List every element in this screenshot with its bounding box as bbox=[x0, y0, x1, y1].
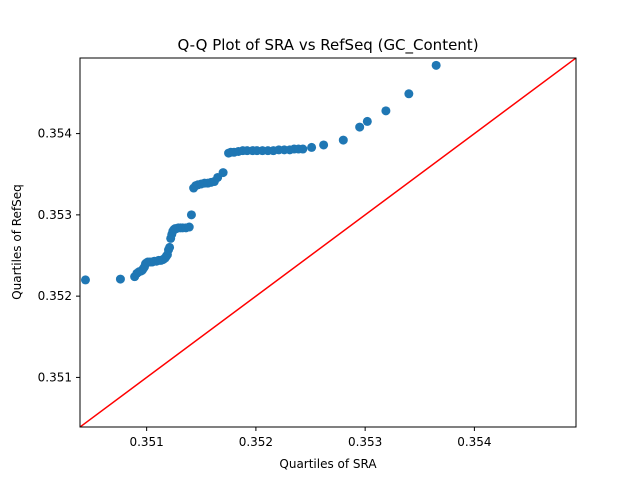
data-point bbox=[184, 222, 194, 232]
data-point bbox=[404, 89, 414, 99]
x-tick-label: 0.353 bbox=[348, 435, 382, 449]
data-point bbox=[115, 274, 125, 284]
y-tick-label: 0.351 bbox=[38, 370, 72, 384]
data-point bbox=[298, 144, 308, 154]
x-axis-ticks: 0.351 0.352 0.353 0.354 bbox=[129, 427, 492, 449]
data-point bbox=[165, 242, 175, 252]
data-point bbox=[307, 142, 317, 152]
x-axis-label: Quartiles of SRA bbox=[279, 457, 377, 471]
reference-line bbox=[80, 58, 576, 427]
y-axis-ticks: 0.351 0.352 0.353 0.354 bbox=[38, 127, 80, 384]
data-point bbox=[362, 116, 372, 126]
y-axis-label: Quartiles of RefSeq bbox=[10, 184, 24, 300]
data-point bbox=[80, 275, 90, 285]
data-point bbox=[431, 60, 441, 70]
y-tick-label: 0.354 bbox=[38, 127, 72, 141]
reference-line-group bbox=[80, 58, 576, 427]
data-point bbox=[186, 210, 196, 220]
data-point bbox=[319, 140, 329, 150]
data-points bbox=[80, 60, 441, 285]
x-tick-label: 0.352 bbox=[239, 435, 273, 449]
x-tick-label: 0.354 bbox=[457, 435, 491, 449]
data-point bbox=[355, 122, 365, 132]
data-point bbox=[218, 168, 228, 178]
plot-frame bbox=[79, 57, 577, 428]
y-tick-label: 0.353 bbox=[38, 208, 72, 222]
chart-title: Q-Q Plot of SRA vs RefSeq (GC_Content) bbox=[177, 36, 478, 55]
plot-area bbox=[79, 57, 577, 428]
y-tick-label: 0.352 bbox=[38, 289, 72, 303]
x-tick-label: 0.351 bbox=[129, 435, 163, 449]
data-point bbox=[381, 106, 391, 116]
data-point bbox=[338, 135, 348, 145]
